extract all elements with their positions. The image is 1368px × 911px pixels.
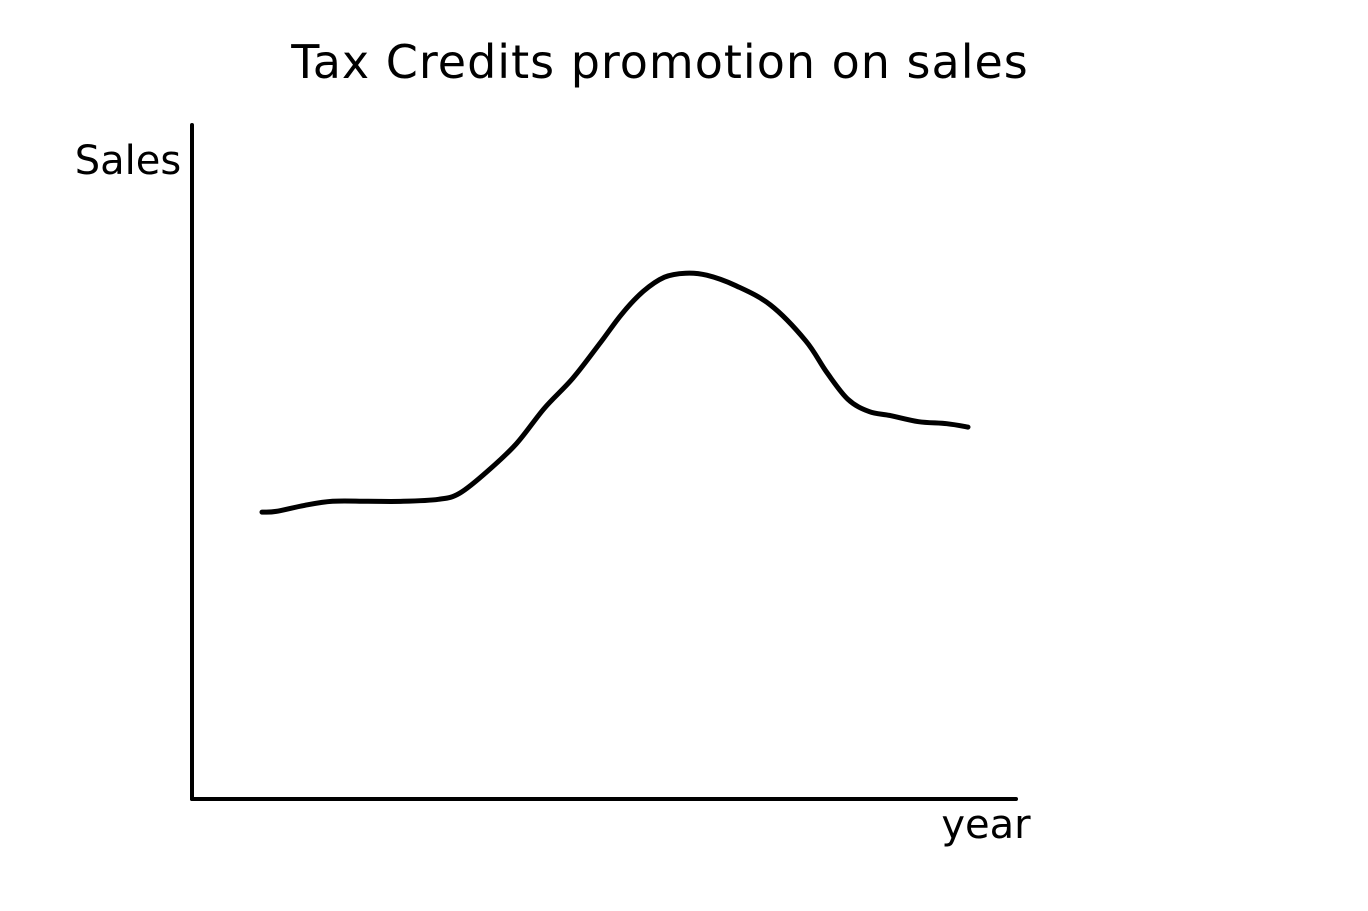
sales-series-line [259, 270, 971, 515]
y-axis-label: Sales [75, 138, 181, 184]
x-axis-label: year [941, 802, 1031, 848]
chart-title: Tax Credits promotion on sales [290, 35, 1029, 89]
series-layer [259, 270, 971, 515]
